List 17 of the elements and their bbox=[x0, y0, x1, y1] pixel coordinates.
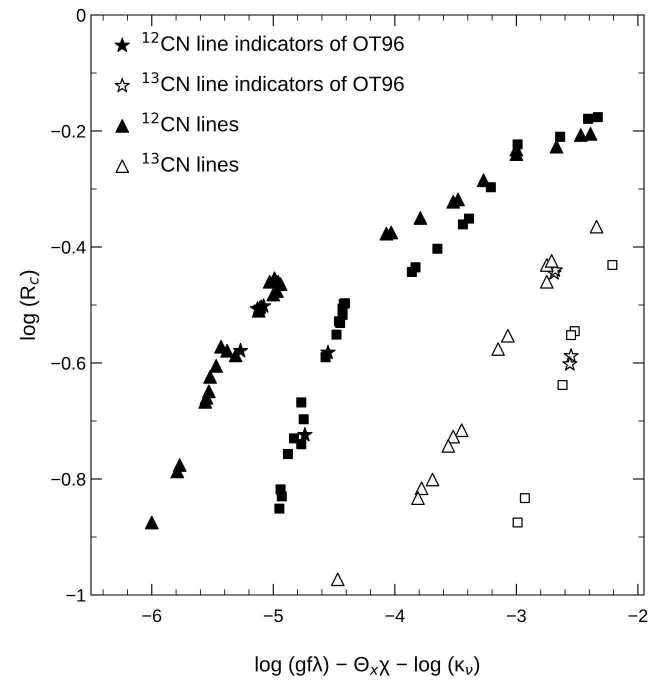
y-tick-label: −1 bbox=[66, 589, 86, 602]
y-tick-label: −0.4 bbox=[51, 240, 86, 254]
y-tick-label: −0.8 bbox=[51, 472, 86, 486]
legend-label: $^{12}$CN line indicators of OT96 bbox=[142, 32, 404, 51]
x-tick-label: −6 bbox=[142, 609, 162, 622]
y-tick-label: −0.6 bbox=[51, 356, 86, 370]
x-tick-label: −2 bbox=[628, 609, 648, 622]
y-tick-label: 0 bbox=[76, 8, 86, 22]
x-tick-label: −3 bbox=[506, 609, 526, 622]
legend-label: $^{12}$CN lines bbox=[142, 112, 238, 132]
y-tick-label: −0.2 bbox=[51, 124, 86, 138]
x-tick-label: −5 bbox=[264, 610, 283, 622]
x-tick-label: −4 bbox=[385, 610, 405, 622]
legend-label: $^{13}$CN lines bbox=[142, 152, 238, 172]
y-axis-title: log (R$_{c}$) bbox=[20, 270, 40, 340]
x-axis-title: log (gfλ) − Θ$_{x}$χ − log (κ$_{ν}$) bbox=[256, 656, 480, 676]
legend-label: $^{13}$CN line indicators of OT96 bbox=[142, 72, 404, 92]
